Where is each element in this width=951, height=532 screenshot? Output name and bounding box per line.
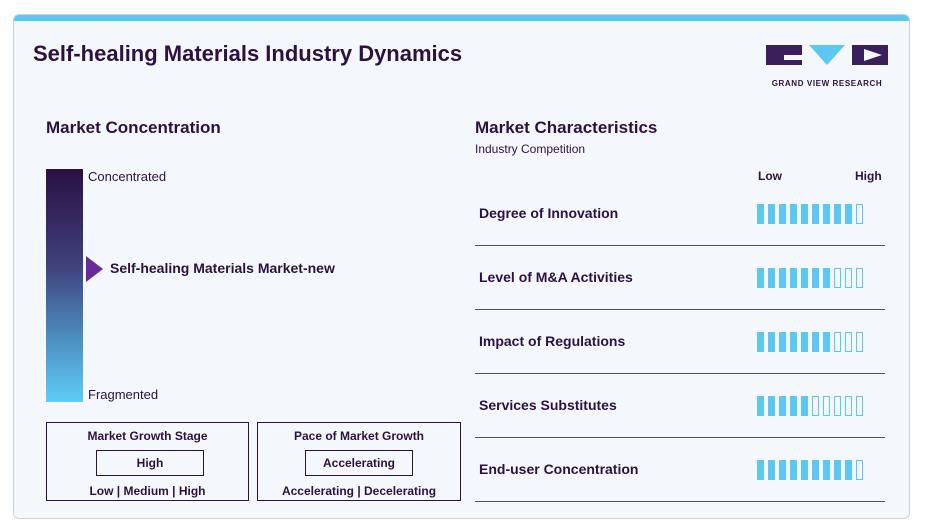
market-characteristics-title: Market Characteristics [475, 118, 658, 137]
rating-segment-empty [834, 268, 841, 288]
industry-competition-subtitle: Industry Competition [475, 142, 586, 156]
characteristic-row: Services Substitutes [475, 374, 885, 438]
characteristic-label: Services Substitutes [479, 397, 617, 413]
rating-segment-filled [823, 268, 830, 288]
rating-segment-filled [757, 204, 764, 224]
rating-segment-filled [834, 204, 841, 224]
rating-segment-filled [757, 268, 764, 288]
rating-segment-empty [812, 396, 819, 416]
rating-segment-filled [812, 460, 819, 480]
rating-segment-filled [790, 460, 797, 480]
rating-segment-filled [801, 268, 808, 288]
rating-segment-filled [768, 268, 775, 288]
growth-stage-options: Low | Medium | High [89, 484, 206, 498]
logo-text: GRAND VIEW RESEARCH [771, 79, 883, 88]
characteristic-label: Impact of Regulations [479, 333, 626, 349]
rating-meter [757, 396, 867, 416]
rating-segment-filled [779, 396, 786, 416]
rating-segment-empty [845, 268, 852, 288]
pace-of-growth-options: Accelerating | Decelerating [281, 484, 437, 498]
rating-meter [757, 460, 867, 480]
rating-segment-empty [823, 396, 830, 416]
characteristic-row: Impact of Regulations [475, 310, 885, 374]
characteristic-row: Level of M&A Activities [475, 246, 885, 310]
rating-segment-filled [790, 204, 797, 224]
rating-segment-filled [801, 460, 808, 480]
market-concentration-title: Market Concentration [46, 118, 221, 137]
growth-stage-title: Market Growth Stage [87, 429, 208, 443]
characteristic-row: Degree of Innovation [475, 182, 885, 246]
page-title: Self-healing Materials Industry Dynamics [33, 41, 463, 66]
rating-segment-filled [757, 396, 764, 416]
rating-segment-filled [757, 332, 764, 352]
rating-segment-filled [812, 204, 819, 224]
market-position-marker-icon [86, 256, 103, 283]
rating-meter [757, 268, 867, 288]
rating-segment-filled [823, 204, 830, 224]
rating-segment-filled [801, 204, 808, 224]
rating-segment-empty [834, 396, 841, 416]
rating-segment-empty [856, 396, 863, 416]
rating-segment-filled [845, 460, 852, 480]
rating-segment-empty [856, 460, 863, 480]
rating-segment-filled [779, 460, 786, 480]
rating-meter [757, 204, 867, 224]
grand-view-research-logo: GRAND VIEW RESEARCH [764, 41, 890, 89]
rating-segment-filled [790, 396, 797, 416]
rating-segment-filled [823, 460, 830, 480]
logo-mark-icon [766, 45, 888, 65]
concentration-gradient-bar [46, 169, 83, 402]
industry-dynamics-card: Self-healing Materials Industry Dynamics… [13, 14, 910, 519]
rating-meter [757, 332, 867, 352]
rating-segment-filled [845, 204, 852, 224]
rating-segment-filled [768, 396, 775, 416]
rating-segment-filled [779, 204, 786, 224]
pace-of-growth-value: Accelerating [305, 450, 413, 476]
concentrated-label: Concentrated [88, 169, 167, 184]
rating-segment-empty [845, 332, 852, 352]
accent-top-bar [14, 15, 909, 21]
rating-segment-filled [790, 332, 797, 352]
low-label: Low [758, 169, 782, 183]
rating-segment-filled [768, 460, 775, 480]
pace-of-growth-title: Pace of Market Growth [293, 429, 425, 443]
rating-segment-filled [801, 396, 808, 416]
rating-segment-filled [768, 332, 775, 352]
characteristic-label: End-user Concentration [479, 461, 639, 477]
rating-segment-empty [845, 396, 852, 416]
market-growth-stage-box: Market Growth Stage High Low | Medium | … [46, 422, 249, 501]
rating-segment-filled [812, 332, 819, 352]
high-label: High [855, 169, 882, 183]
rating-segment-filled [790, 268, 797, 288]
growth-stage-value: High [96, 450, 204, 476]
rating-segment-empty [856, 268, 863, 288]
characteristic-row: End-user Concentration [475, 438, 885, 502]
fragmented-label: Fragmented [88, 387, 159, 402]
rating-segment-empty [856, 204, 863, 224]
rating-segment-filled [779, 268, 786, 288]
pace-of-growth-box: Pace of Market Growth Accelerating Accel… [257, 422, 461, 501]
rating-segment-empty [856, 332, 863, 352]
characteristic-label: Level of M&A Activities [479, 269, 633, 285]
rating-segment-filled [757, 460, 764, 480]
rating-segment-filled [779, 332, 786, 352]
rating-segment-empty [834, 332, 841, 352]
characteristic-label: Degree of Innovation [479, 205, 619, 221]
market-position-label: Self-healing Materials Market-new [110, 260, 335, 277]
rating-segment-filled [812, 268, 819, 288]
rating-segment-filled [768, 204, 775, 224]
rating-segment-filled [834, 460, 841, 480]
rating-segment-filled [801, 332, 808, 352]
rating-segment-filled [823, 332, 830, 352]
